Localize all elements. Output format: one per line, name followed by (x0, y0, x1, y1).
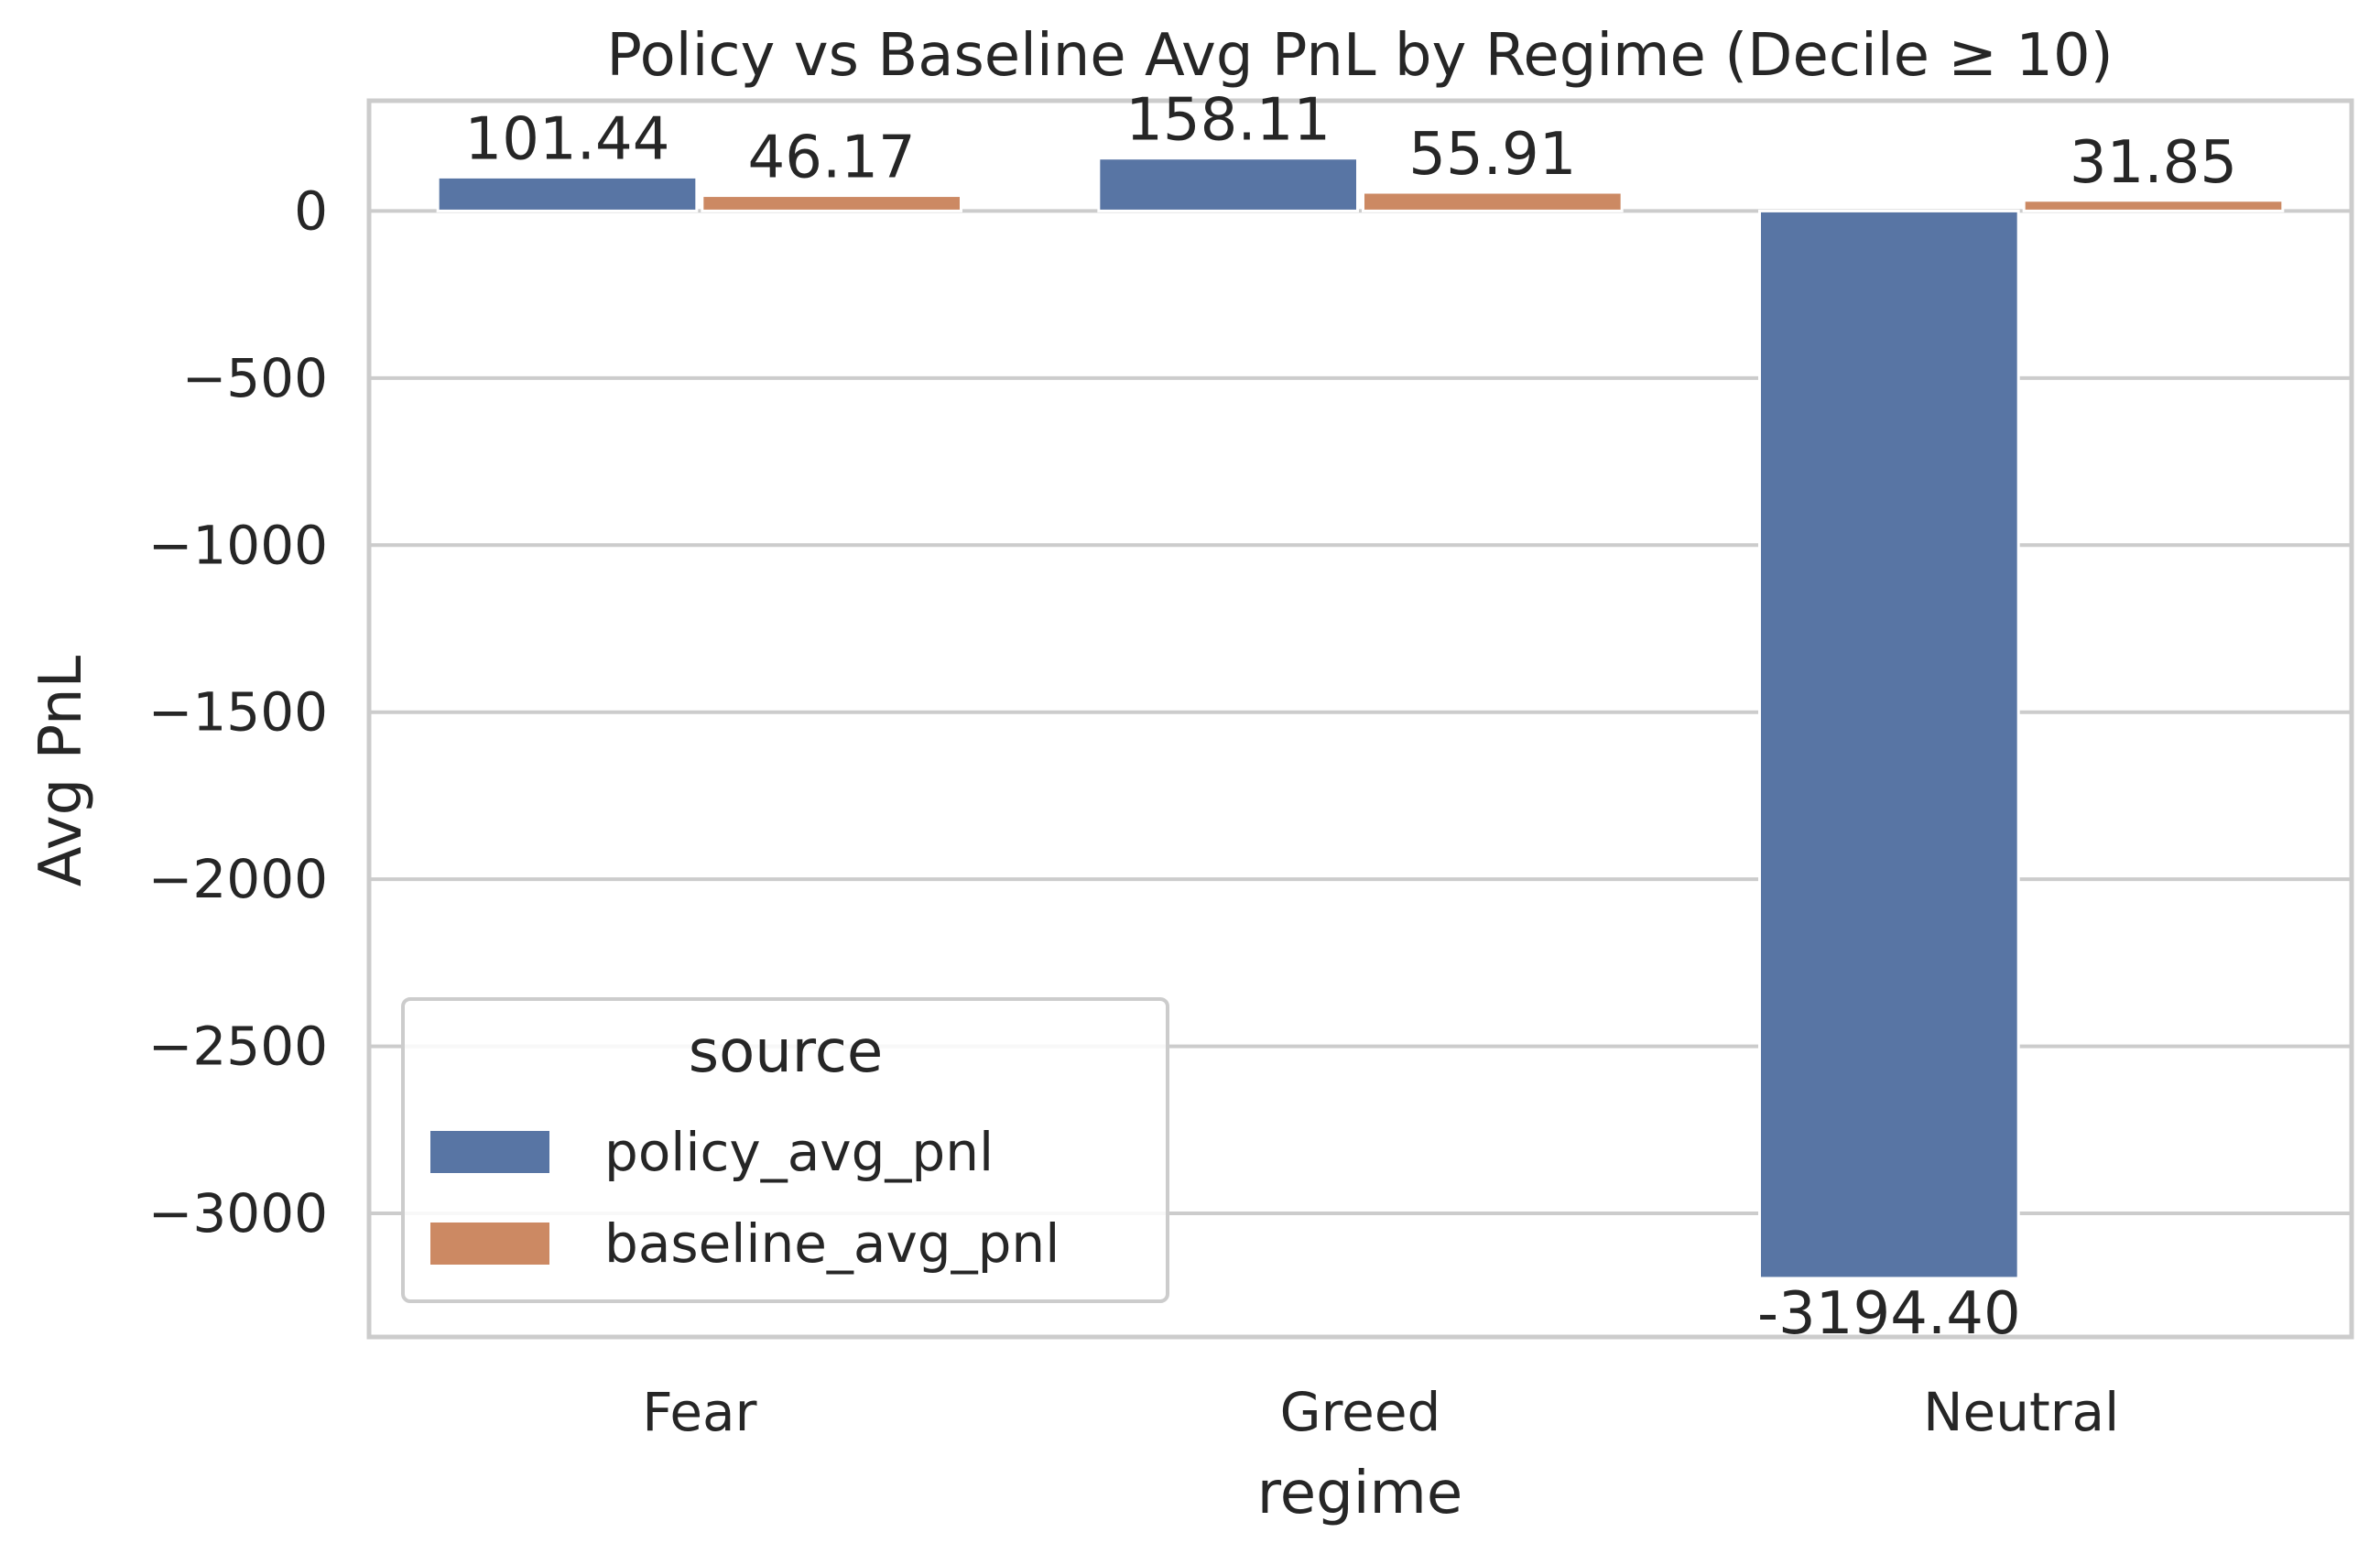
bar-policy_avg_pnl-neutral (1758, 209, 2020, 1280)
legend: source policy_avg_pnl baseline_avg_pnl (401, 997, 1169, 1303)
y-tick-label: −2500 (148, 1016, 328, 1078)
y-tick-label: −3000 (148, 1182, 328, 1244)
bar-value-label: 31.85 (2070, 129, 2237, 197)
legend-box (401, 997, 1169, 1303)
x-tick-label: Neutral (1923, 1381, 2119, 1443)
bar-value-label: 158.11 (1125, 87, 1331, 155)
y-tick-label: −500 (182, 347, 328, 409)
legend-label-baseline: baseline_avg_pnl (604, 1212, 1060, 1275)
y-tick-label: −2000 (148, 848, 328, 910)
bar-policy_avg_pnl-fear (436, 175, 699, 212)
y-tick-label: −1500 (148, 681, 328, 744)
legend-label-policy: policy_avg_pnl (604, 1121, 994, 1183)
y-axis-label: Avg PnL (27, 655, 95, 886)
legend-swatch-policy (430, 1131, 549, 1173)
y-tick-label: 0 (294, 179, 328, 242)
bar-baseline_avg_pnl-fear (701, 194, 962, 212)
bar-baseline_avg_pnl-greed (1362, 190, 1624, 212)
legend-title: source (689, 1018, 884, 1086)
plot-frame (366, 98, 2354, 1340)
bar-value-label: 55.91 (1408, 121, 1576, 189)
bar-value-label: 101.44 (465, 105, 670, 173)
bar-value-label: -3194.40 (1757, 1280, 2021, 1348)
x-tick-label: Fear (642, 1381, 756, 1443)
chart-title: Policy vs Baseline Avg PnL by Regime (De… (606, 22, 2113, 90)
bar-policy_avg_pnl-greed (1097, 157, 1360, 212)
x-tick-labels: Fear Greed Neutral (642, 1381, 2119, 1443)
legend-swatch-baseline (430, 1223, 549, 1265)
bar-value-label: 46.17 (748, 125, 916, 192)
y-tick-labels: 0 −500 −1000 −1500 −2000 −2500 −3000 (148, 179, 328, 1244)
bar-baseline_avg_pnl-neutral (2022, 199, 2285, 212)
x-tick-label: Greed (1280, 1381, 1441, 1443)
x-axis-label: regime (1257, 1460, 1462, 1527)
y-tick-label: −1000 (148, 514, 328, 576)
bar-value-labels: 101.44 46.17 158.11 55.91 -3194.40 31.85 (465, 87, 2238, 1348)
bars-group (436, 157, 2285, 1280)
